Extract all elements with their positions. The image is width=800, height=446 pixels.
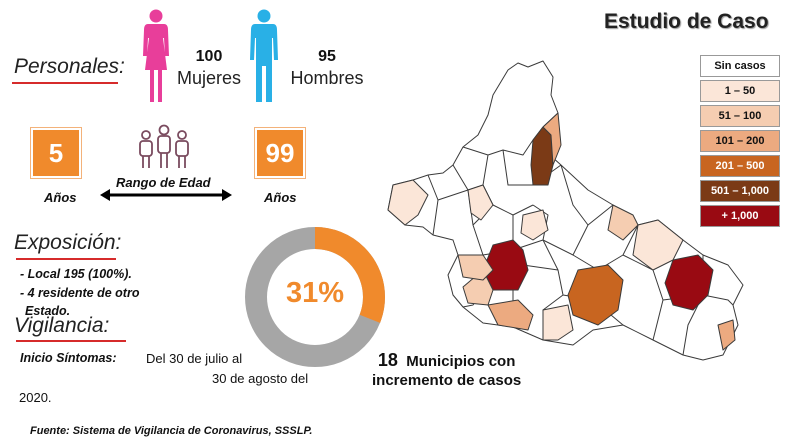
map-region-1-50-b: [387, 179, 429, 226]
double-arrow-icon: [100, 189, 232, 201]
exposicion-underline: [16, 258, 116, 260]
exposicion-item-2: - 4 residente de otro: [20, 286, 140, 300]
map-region-51-100-c: [607, 204, 639, 241]
legend-item: 51 – 100: [700, 105, 780, 127]
legend-item: 201 – 500: [700, 155, 780, 177]
exposicion-item-1: - Local 195 (100%).: [20, 267, 132, 281]
symptom-range-line3: 2020.: [19, 390, 52, 405]
legend-item: Sin casos: [700, 55, 780, 77]
map-legend: Sin casos 1 – 50 51 – 100 101 – 200 201 – 50…: [700, 55, 780, 230]
legend-item: 501 – 1,000: [700, 180, 780, 202]
state-municipality-map: [387, 60, 744, 361]
legend-item: 1 – 50: [700, 80, 780, 102]
personales-heading: Personales:: [14, 55, 125, 78]
legend-item: + 1,000: [700, 205, 780, 227]
min-age-box: 5: [31, 128, 81, 178]
men-count: 95: [318, 48, 336, 65]
page-title: Estudio de Caso: [604, 10, 769, 33]
map-region-1-50-e: [520, 209, 549, 241]
symptom-range-line2: 30 de agosto del: [212, 371, 309, 386]
map-region-1-50-a: [632, 219, 684, 271]
map-region-51-100-b: [457, 254, 494, 281]
vigilancia-heading: Vigilancia:: [14, 314, 110, 337]
legend-item: 101 – 200: [700, 130, 780, 152]
personales-underline: [12, 82, 118, 84]
age-range-label: Rango de Edad: [116, 175, 211, 190]
percentage-donut-chart: [245, 227, 385, 367]
map-region-101-200-c: [717, 319, 736, 351]
exposicion-item-3: Estado.: [25, 304, 71, 318]
map-region-1-50-c: [542, 304, 574, 341]
municipios-summary: 18 Municipios con incremento de casos: [372, 351, 521, 390]
exposicion-heading: Exposición:: [14, 231, 122, 254]
map-region-101-200: [542, 112, 562, 166]
max-age-unit: Años: [264, 190, 297, 205]
women-label: Mujeres: [176, 68, 242, 88]
male-figure-icon: [250, 9, 278, 102]
max-age-box: 99: [255, 128, 305, 178]
donut-value-arc: [245, 227, 385, 367]
group-people-icon: [139, 124, 189, 168]
min-age-unit: Años: [44, 190, 77, 205]
map-region-over-1000-east: [664, 254, 714, 311]
symptom-range-line1: Del 30 de julio al: [146, 351, 243, 366]
map-region-101-200-b: [487, 299, 534, 331]
percentage-label: 31%: [285, 277, 345, 309]
municipios-line2: incremento de casos: [372, 372, 522, 389]
map-region-201-500: [567, 264, 624, 326]
municipios-count: 18: [377, 350, 398, 370]
map-region-1-50-d: [467, 184, 494, 221]
source-note: Fuente: Sistema de Vigilancia de Coronav…: [30, 425, 313, 437]
municipios-line1: Municipios con: [406, 353, 516, 370]
vigilancia-underline: [16, 340, 126, 342]
map-region-51-100-a: [462, 269, 494, 306]
female-figure-icon: [143, 9, 169, 102]
inicio-sintomas-label: Inicio Síntomas:: [20, 351, 117, 365]
men-label: Hombres: [290, 68, 364, 88]
women-count: 100: [195, 48, 223, 65]
